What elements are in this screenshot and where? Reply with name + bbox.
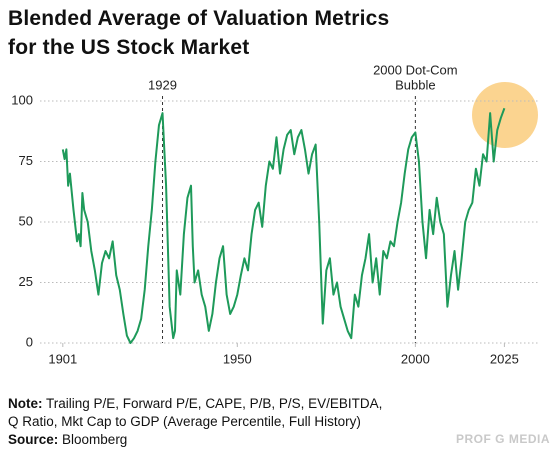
x-tick-label: 1950 [223,351,252,366]
note-line: Note: Trailing P/E, Forward P/E, CAPE, P… [8,395,382,413]
chart-title: Blended Average of Valuation Metrics for… [8,4,389,62]
x-tick-label: 2025 [490,351,519,366]
annotation-label: 1929 [148,77,177,92]
x-tick-label: 1901 [48,351,77,366]
y-tick-label: 0 [26,334,33,349]
source-text: Bloomberg [62,432,128,447]
x-tick-label: 2000 [401,351,430,366]
data-line [61,107,506,344]
y-tick-label: 50 [19,213,33,228]
y-tick-label: 25 [19,274,33,289]
title-line: Blended Average of Valuation Metrics [8,7,390,30]
title-line: for the US Stock Market [8,36,250,59]
source-line: Source: Bloomberg [8,431,382,449]
y-tick-label: 100 [11,92,33,107]
source-label: Source: [8,432,59,447]
note-text: Trailing P/E, Forward P/E, CAPE, P/B, P/… [46,396,383,411]
note-label: Note: [8,396,43,411]
y-tick-label: 75 [19,153,33,168]
annotation-label: Bubble [395,77,435,92]
note-line: Q Ratio, Mkt Cap to GDP (Average Percent… [8,414,361,429]
brand: PROF G MEDIA [455,432,550,446]
annotation-label: 2000 Dot-Com [373,62,458,77]
highlight-circle [472,82,538,148]
footnote: Note: Trailing P/E, Forward P/E, CAPE, P… [8,395,382,449]
